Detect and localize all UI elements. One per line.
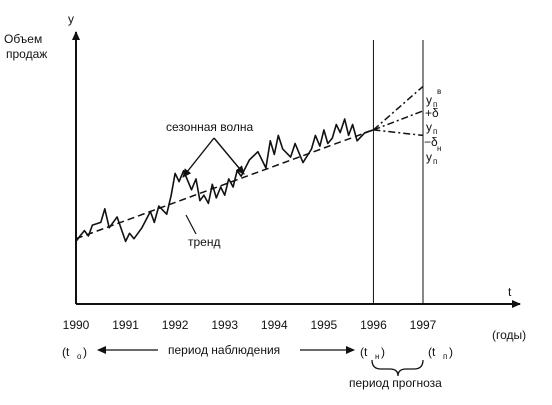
x-tick-label-1993: 1993 [211,318,238,332]
y-axis-letter: y [68,12,74,26]
label-minus-delta: −δ [424,135,438,149]
series-2-line [373,110,424,131]
label-y-lower: y п н [426,144,441,166]
label-tp-sub: п [443,352,447,361]
label-y-upper-sub: п [433,100,437,109]
label-tp: (t п ) [428,345,453,361]
x-tick-label-1997: 1997 [410,318,437,332]
forecast-period-label: период прогноза [349,376,442,390]
x-axis-label: (годы) [492,328,526,342]
label-tp-close: ) [449,345,453,359]
x-tick-label-1996: 1996 [360,318,387,332]
series-1-line [75,129,374,240]
seasonal-arrow-left [182,137,215,178]
ylabel-line-1: Объем [4,32,42,46]
observation-period-label: период наблюдения [168,343,280,357]
label-tn-close: ) [381,345,385,359]
x-tick-label-1990: 1990 [63,318,90,332]
label-y-lower-sub: п [433,157,437,166]
series-4-line [373,129,424,137]
series-layer [75,85,424,243]
x-tick-label-1994: 1994 [261,318,288,332]
trend-pointer [185,214,197,235]
label-y-upper-y: y [426,93,432,107]
label-plus-delta: +δ [425,106,439,120]
label-y-lower-sup: н [437,144,441,153]
x-tick-label-1995: 1995 [311,318,338,332]
label-y-mid-y: y [426,120,432,134]
label-t0-open: (t [62,345,70,359]
trend-label: тренд [188,235,220,249]
label-y-upper-sup: в [437,87,441,96]
label-tp-open: (t [428,345,436,359]
forecast-period-brace [371,359,424,377]
series-3-line [372,85,424,131]
ylabel-line-2: продаж [6,47,47,61]
label-tn: (t н ) [360,345,385,361]
x-tick-labels: 1990 1991 1992 1993 1994 1995 1996 1997 [63,318,437,332]
label-t0-close: ) [83,345,87,359]
label-tn-sub: н [375,352,379,361]
label-tn-open: (t [360,345,368,359]
label-y-upper: y п в [426,87,441,109]
forecast-boundaries [372,40,424,304]
seasonal-wave-label: сезонная волна [166,120,253,134]
label-y-mid: y п [426,120,437,136]
label-t0-sub: o [77,352,82,361]
label-y-lower-y: y [426,150,432,164]
x-axis-letter: t [508,285,512,299]
series-0-line [75,118,374,243]
x-tick-label-1991: 1991 [112,318,139,332]
label-t0: (t o ) [62,345,87,361]
x-tick-label-1992: 1992 [162,318,189,332]
label-y-mid-sub: п [433,127,437,136]
seasonal-arrow-right [213,137,245,175]
